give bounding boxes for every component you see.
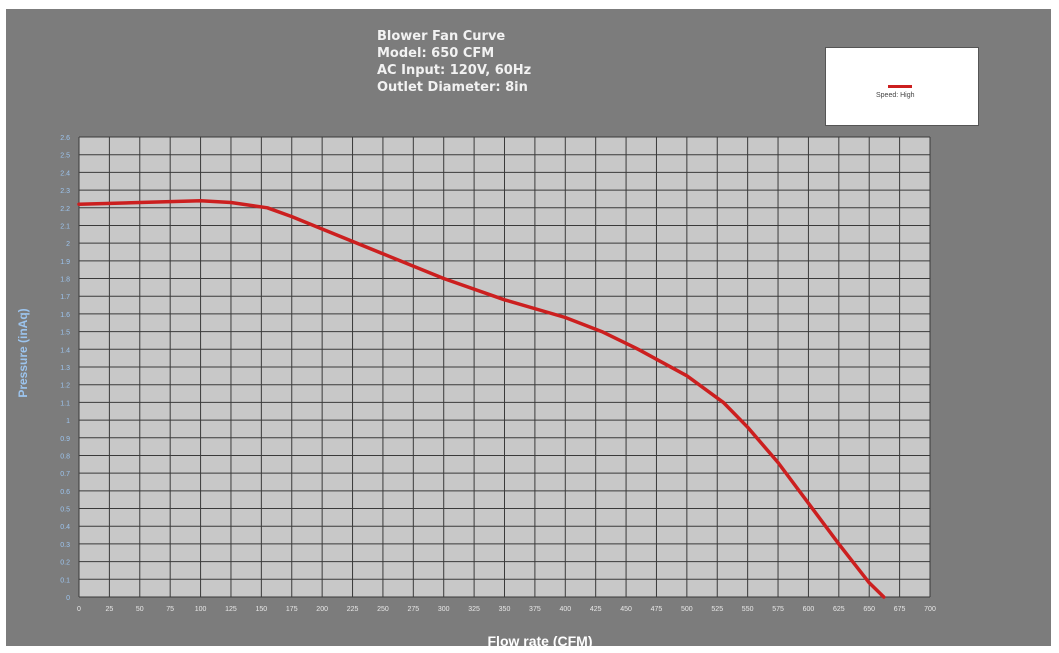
x-tick-label: 375 — [529, 606, 541, 613]
x-tick-label: 75 — [166, 606, 174, 613]
tick-layer: 0 25 50 75 100 125 150 175 200 225 250 275 300 325 350… — [60, 135, 936, 613]
y-tick-label: 1 — [66, 418, 70, 425]
x-tick-label: 275 — [407, 606, 419, 613]
chart-subtitle-model: Model: 650 CFM — [377, 46, 495, 61]
x-axis-label: Flow rate (CFM) — [487, 633, 593, 649]
x-tick-label: 25 — [105, 606, 113, 613]
y-tick-label: 1.6 — [60, 312, 70, 319]
x-tick-label: 250 — [377, 606, 389, 613]
grid-layer — [78, 136, 931, 598]
y-tick-label: 2.4 — [60, 170, 70, 177]
y-tick-label: 0.9 — [60, 436, 70, 443]
y-tick-label: 2.6 — [60, 135, 70, 142]
x-tick-label: 525 — [711, 606, 723, 613]
x-tick-label: 575 — [772, 606, 784, 613]
x-tick-label: 675 — [894, 606, 906, 613]
y-tick-label: 1.2 — [60, 383, 70, 390]
y-tick-label: 0.5 — [60, 507, 70, 514]
chart-svg: 0 25 50 75 100 125 150 175 200 225 250 275 300 325 350… — [60, 135, 936, 613]
x-tick-label: 225 — [347, 606, 359, 613]
y-tick-label: 2.1 — [60, 223, 70, 230]
y-tick-label: 0.8 — [60, 453, 70, 460]
y-tick-label: 1.4 — [60, 347, 70, 354]
y-tick-label: 1.7 — [60, 294, 70, 301]
x-tick-label: 175 — [286, 606, 298, 613]
x-tick-label: 450 — [620, 606, 632, 613]
y-tick-label: 1.5 — [60, 330, 70, 337]
series-line-speed-high — [77, 198, 886, 599]
y-axis-label: Pressure (inAq) — [16, 308, 30, 398]
x-tick-label: 150 — [256, 606, 268, 613]
y-tick-label: 2.5 — [60, 153, 70, 160]
y-tick-label: 0.4 — [60, 524, 70, 531]
y-tick-label: 0.3 — [60, 542, 70, 549]
legend-label: Speed: High — [876, 92, 915, 99]
x-tick-label: 400 — [559, 606, 571, 613]
chart-subtitle-ac-input: AC Input: 120V, 60Hz — [377, 63, 532, 78]
x-tick-label: 300 — [438, 606, 450, 613]
chart-frame: 0 25 50 75 100 125 150 175 200 225 250 275 300 325 350… — [6, 9, 1051, 649]
x-tick-label: 550 — [742, 606, 754, 613]
y-tick-label: 1.1 — [60, 400, 70, 407]
y-tick-label: 0.7 — [60, 471, 70, 478]
x-tick-label: 50 — [136, 606, 144, 613]
x-tick-label: 125 — [225, 606, 237, 613]
legend-swatch — [888, 85, 912, 88]
x-tick-label: 500 — [681, 606, 693, 613]
x-tick-label: 700 — [924, 606, 936, 613]
y-tick-label: 0 — [66, 595, 70, 602]
x-tick-label: 650 — [863, 606, 875, 613]
y-tick-label: 0.6 — [60, 489, 70, 496]
chart-subtitle-outlet: Outlet Diameter: 8in — [377, 80, 528, 95]
x-tick-label: 625 — [833, 606, 845, 613]
y-tick-label: 2 — [66, 241, 70, 248]
y-tick-label: 1.8 — [60, 277, 70, 284]
y-tick-label: 0.1 — [60, 577, 70, 584]
y-tick-label: 1.9 — [60, 259, 70, 266]
x-tick-label: 425 — [590, 606, 602, 613]
y-tick-label: 0.2 — [60, 560, 70, 567]
y-tick-label: 2.3 — [60, 188, 70, 195]
x-tick-label: 475 — [651, 606, 663, 613]
x-tick-label: 0 — [77, 606, 81, 613]
y-tick-label: 1.3 — [60, 365, 70, 372]
y-tick-label: 2.2 — [60, 206, 70, 213]
x-tick-label: 200 — [316, 606, 328, 613]
x-tick-label: 600 — [803, 606, 815, 613]
x-tick-label: 350 — [499, 606, 511, 613]
series-layer — [77, 198, 886, 599]
chart-title: Blower Fan Curve — [377, 29, 506, 44]
x-tick-label: 325 — [468, 606, 480, 613]
x-tick-label: 100 — [195, 606, 207, 613]
legend: Speed: High — [825, 47, 979, 126]
